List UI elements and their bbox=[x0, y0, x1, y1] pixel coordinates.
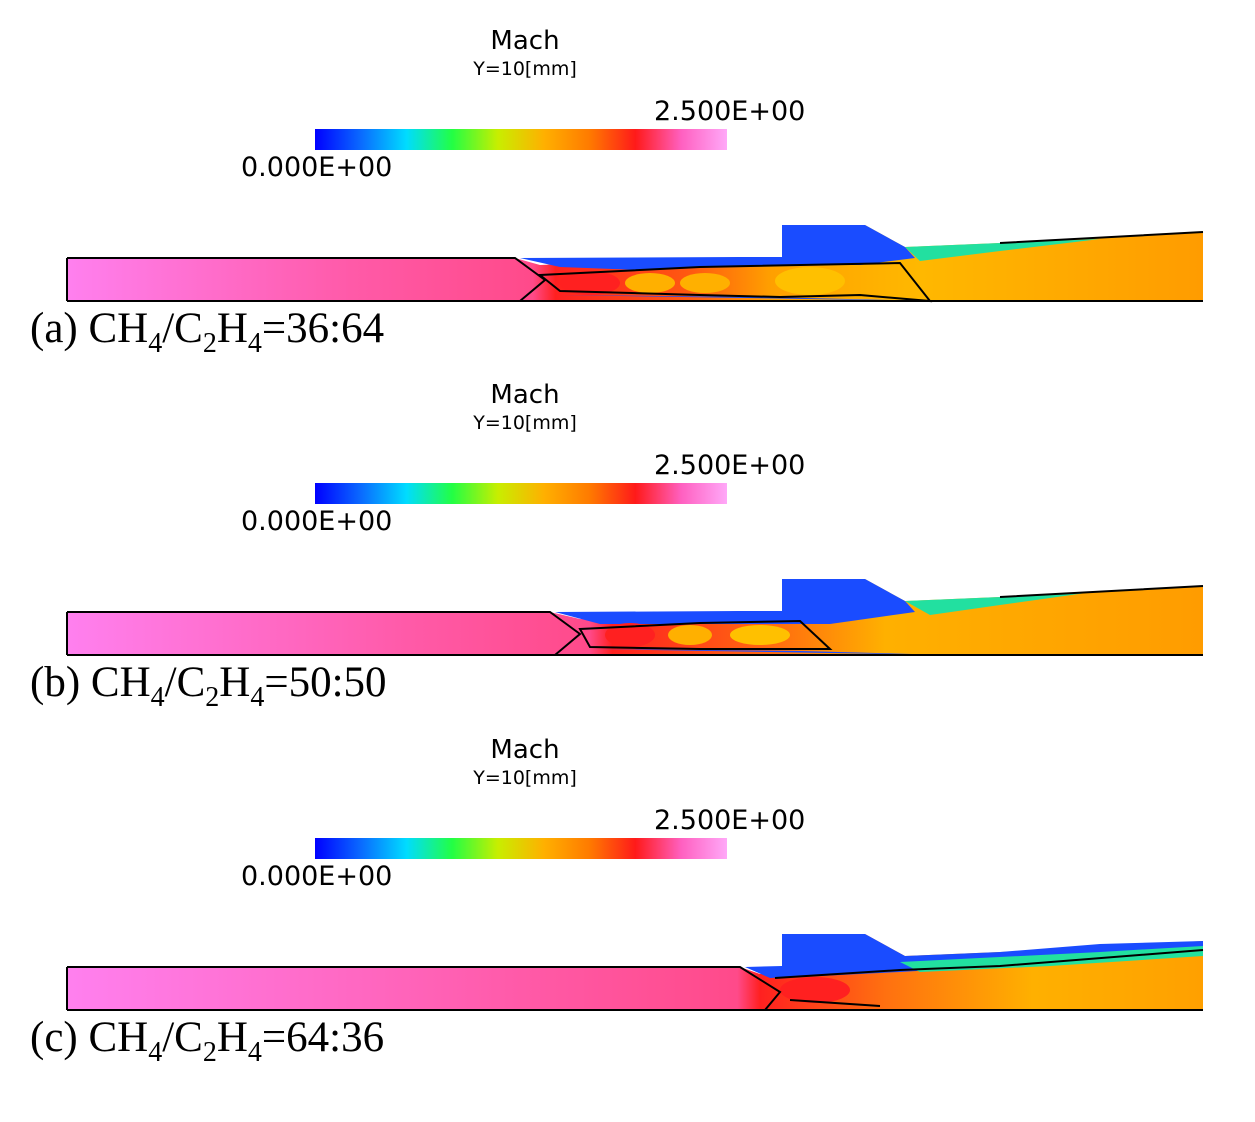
colorbar-gradient bbox=[315, 838, 727, 859]
panel-caption: (a) CH4/C2H4=36:64 bbox=[30, 305, 385, 359]
panel-c: Mach Y=10[mm] 2.500E+00 0.000E+00 (c) CH… bbox=[0, 709, 1255, 1068]
colorbar-max-label: 2.500E+00 bbox=[654, 805, 806, 836]
colorbar-max-label: 2.500E+00 bbox=[654, 450, 806, 481]
colorbar-min-label: 0.000E+00 bbox=[241, 506, 393, 537]
colorbar-subtitle: Y=10[mm] bbox=[473, 412, 577, 434]
colorbar-subtitle: Y=10[mm] bbox=[473, 58, 577, 80]
colorbar-max-label: 2.500E+00 bbox=[654, 96, 806, 127]
mach-contour-field bbox=[66, 934, 1204, 1011]
colorbar-subtitle: Y=10[mm] bbox=[473, 767, 577, 789]
panel-caption: (c) CH4/C2H4=64:36 bbox=[30, 1014, 385, 1068]
colorbar-gradient bbox=[315, 483, 727, 504]
mach-contour-field bbox=[66, 225, 1204, 303]
panel-a: Mach Y=10[mm] 2.500E+00 0.000E+00 (a) CH… bbox=[0, 0, 1255, 359]
colorbar-title: Mach bbox=[490, 380, 560, 410]
colorbar-gradient bbox=[315, 129, 727, 150]
mach-contour-field bbox=[66, 579, 1204, 656]
colorbar-min-label: 0.000E+00 bbox=[241, 861, 393, 892]
colorbar-title: Mach bbox=[490, 26, 560, 56]
colorbar-min-label: 0.000E+00 bbox=[241, 152, 393, 183]
panel-caption: (b) CH4/C2H4=50:50 bbox=[30, 659, 387, 713]
panel-b: Mach Y=10[mm] 2.500E+00 0.000E+00 (b) CH… bbox=[0, 354, 1255, 713]
colorbar-title: Mach bbox=[490, 735, 560, 765]
